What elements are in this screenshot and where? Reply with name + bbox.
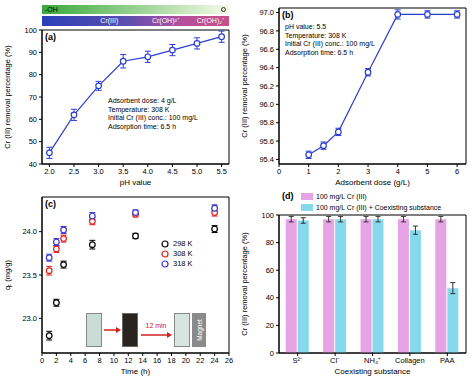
html-text:(a): (a) [45, 32, 56, 42]
svg-text:6: 6 [455, 167, 459, 176]
svg-text:5.0: 5.0 [192, 167, 202, 176]
svg-text:96.2: 96.2 [259, 82, 274, 91]
svg-text:96.6: 96.6 [259, 45, 274, 54]
html-text:Adsorbent dose (g/L): Adsorbent dose (g/L) [335, 178, 410, 187]
html-text:Cr (III) removal percentage (%: Cr (III) removal percentage (%) [2, 45, 12, 149]
svg-text:100: 100 [24, 26, 37, 35]
svg-text:0: 0 [270, 349, 274, 358]
svg-text:5: 5 [425, 167, 429, 176]
svg-text:60: 60 [29, 115, 37, 124]
html-text:Temperature: 308 K: Temperature: 308 K [108, 105, 170, 113]
html-text:Coexisting substance: Coexisting substance [334, 367, 411, 376]
html-text:Magnet: Magnet [195, 319, 203, 341]
html-text:Adsorbent dose: 4 g/L: Adsorbent dose: 4 g/L [108, 97, 177, 104]
svg-text:96.8: 96.8 [259, 27, 274, 36]
html-text:100 mg/L Cr (III) + Coexisting: 100 mg/L Cr (III) + Coexisting substance [316, 204, 442, 211]
svg-text:10: 10 [110, 356, 118, 365]
svg-text:18: 18 [167, 356, 175, 365]
svg-text:3: 3 [366, 167, 370, 176]
html-text:-OH: -OH [45, 6, 58, 13]
svg-text:22: 22 [196, 356, 204, 365]
svg-text:Cl⁻: Cl⁻ [330, 356, 340, 365]
html-text:(c): (c) [45, 199, 56, 209]
svg-text:20: 20 [182, 356, 190, 365]
svg-text:12: 12 [124, 356, 132, 365]
svg-text:1: 1 [307, 167, 311, 176]
html-text:pH value: 5.5: pH value: 5.5 [285, 23, 327, 30]
svg-text:90: 90 [29, 48, 37, 57]
svg-text:4: 4 [69, 356, 73, 365]
svg-text:PAA: PAA [440, 356, 454, 365]
html-text:308 K: 308 K [173, 249, 193, 258]
html-text:Adsorption time: 6.5 h: Adsorption time: 6.5 h [108, 122, 177, 130]
svg-text:70: 70 [29, 93, 37, 102]
svg-text:2.5: 2.5 [69, 167, 79, 176]
html-text:Cr(OH)₂⁺: Cr(OH)₂⁺ [196, 17, 224, 24]
svg-text:40: 40 [266, 293, 274, 302]
svg-text:2.0: 2.0 [44, 167, 54, 176]
svg-text:NH₄⁺: NH₄⁺ [364, 356, 381, 365]
html-text:Cr(III): Cr(III) [100, 17, 119, 24]
html-text:Time (h): Time (h) [120, 367, 151, 376]
svg-text:80: 80 [29, 70, 37, 79]
svg-text:95.6: 95.6 [259, 137, 274, 146]
svg-text:16: 16 [153, 356, 161, 365]
svg-text:4.5: 4.5 [167, 167, 177, 176]
svg-text:5.5: 5.5 [216, 167, 226, 176]
html-text:qₜ (mg/g): qₜ (mg/g) [2, 260, 12, 290]
svg-text:60: 60 [266, 266, 274, 275]
html-text:12 min: 12 min [145, 322, 167, 329]
html-text:298 K: 298 K [173, 239, 193, 248]
svg-text:96.4: 96.4 [259, 63, 274, 72]
svg-text:S²⁻: S²⁻ [292, 356, 303, 365]
svg-text:50: 50 [29, 137, 37, 146]
svg-text:0: 0 [277, 167, 281, 176]
svg-text:24.0: 24.0 [22, 227, 37, 236]
html-text:Initial Cr (III) conc.: 100 mg: Initial Cr (III) conc.: 100 mg/L [108, 114, 198, 121]
svg-text:8: 8 [97, 356, 101, 365]
svg-text:80: 80 [266, 238, 274, 247]
html-text:Cr(OH)²⁺: Cr(OH)²⁺ [152, 17, 179, 24]
svg-text:3.5: 3.5 [118, 167, 128, 176]
html-text:(b): (b) [282, 10, 294, 20]
html-text:Cr (III) removal percentage (%: Cr (III) removal percentage (%) [239, 34, 249, 138]
svg-text:26: 26 [225, 356, 233, 365]
svg-text:20: 20 [266, 321, 274, 330]
svg-text:Collagen: Collagen [395, 356, 425, 365]
svg-text:23.0: 23.0 [22, 314, 37, 323]
svg-text:3.0: 3.0 [93, 167, 103, 176]
svg-text:96.0: 96.0 [259, 100, 274, 109]
svg-text:24: 24 [210, 356, 218, 365]
svg-text:95.8: 95.8 [259, 118, 274, 127]
svg-text:2: 2 [54, 356, 58, 365]
html-text:Initial Cr (III) conc.: 100 mg: Initial Cr (III) conc.: 100 mg/L [285, 40, 375, 47]
svg-text:6: 6 [83, 356, 87, 365]
html-text:Cr (III) removal percentage (%: Cr (III) removal percentage (%) [239, 232, 249, 336]
svg-text:14: 14 [139, 356, 147, 365]
html-text:100 mg/L Cr (III): 100 mg/L Cr (III) [316, 193, 367, 200]
html-text:Adsorption time: 6.5 h: Adsorption time: 6.5 h [285, 48, 354, 56]
svg-text:23.5: 23.5 [22, 271, 37, 280]
svg-text:95.4: 95.4 [259, 155, 274, 164]
svg-text:0: 0 [40, 356, 44, 365]
svg-text:97.0: 97.0 [259, 8, 274, 17]
svg-text:4.0: 4.0 [143, 167, 153, 176]
html-text:pH value: pH value [119, 178, 152, 187]
svg-text:2: 2 [336, 167, 340, 176]
html-text:318 K: 318 K [173, 259, 193, 268]
html-text:Temperature: 308 K: Temperature: 308 K [285, 31, 347, 39]
svg-text:100: 100 [261, 211, 274, 220]
svg-text:4: 4 [396, 167, 400, 176]
html-text:(d): (d) [282, 191, 294, 201]
svg-text:40: 40 [29, 160, 37, 169]
